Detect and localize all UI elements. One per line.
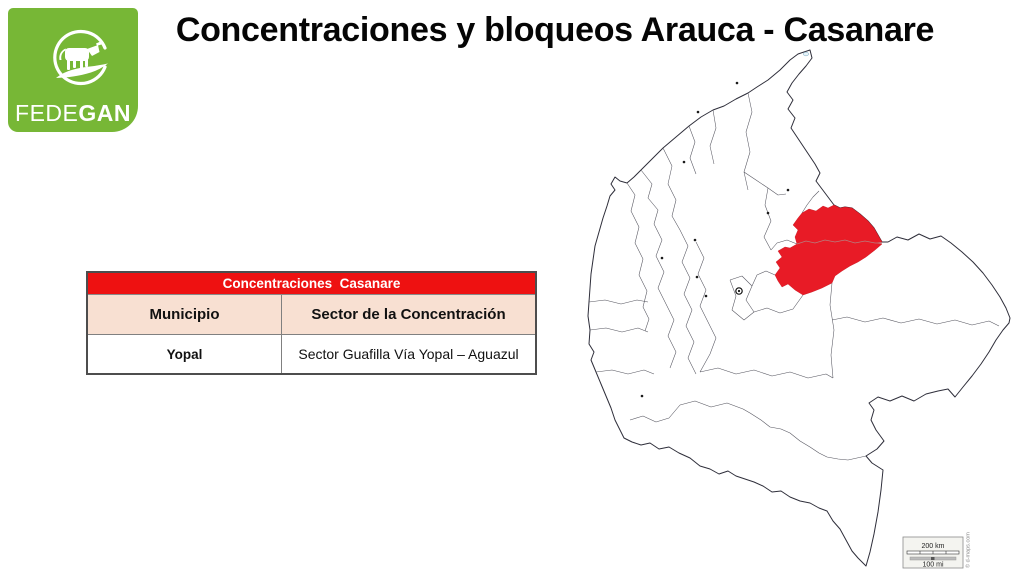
table-title: Concentraciones Casanare (88, 273, 535, 295)
region-arauca (792, 204, 883, 245)
department-boundaries (588, 92, 1000, 461)
table-row: Yopal Sector Guafilla Vía Yopal – Aguazu… (88, 335, 535, 373)
country-outline (587, 49, 1011, 567)
logo-text-gan: GAN (78, 100, 131, 126)
page-title: Concentraciones y bloqueos Arauca - Casa… (175, 11, 935, 49)
column-header-sector: Sector de la Concentración (311, 306, 506, 323)
cow-icon (53, 29, 108, 86)
map-credit: © d-maps.com (965, 532, 972, 568)
scale-bar-mi (909, 556, 957, 561)
table-header-row: Municipio Sector de la Concentración (88, 295, 535, 335)
cell-municipio: Yopal (88, 335, 282, 373)
scale-bar-km (906, 550, 960, 555)
bogota-ring (735, 287, 743, 295)
map-scale-box: 200 km 100 mi (902, 536, 964, 569)
guajira-lake (803, 51, 809, 57)
scale-mi-label: 100 mi (922, 562, 943, 569)
region-casanare (774, 239, 883, 296)
arauca-casanare-boundary (796, 239, 882, 245)
cell-sector: Sector Guafilla Vía Yopal – Aguazul (298, 346, 519, 362)
capital-dots (640, 81, 790, 398)
scale-km-label: 200 km (922, 543, 945, 550)
fedegan-logo: FEDEGAN (8, 8, 138, 132)
colombia-map: 200 km 100 mi © d-maps.com (587, 49, 1011, 569)
column-header-municipio: Municipio (88, 295, 282, 334)
concentrations-table: Concentraciones Casanare Municipio Secto… (86, 271, 537, 375)
logo-wordmark: FEDEGAN (8, 102, 138, 125)
logo-text-fede: FEDE (15, 100, 79, 126)
